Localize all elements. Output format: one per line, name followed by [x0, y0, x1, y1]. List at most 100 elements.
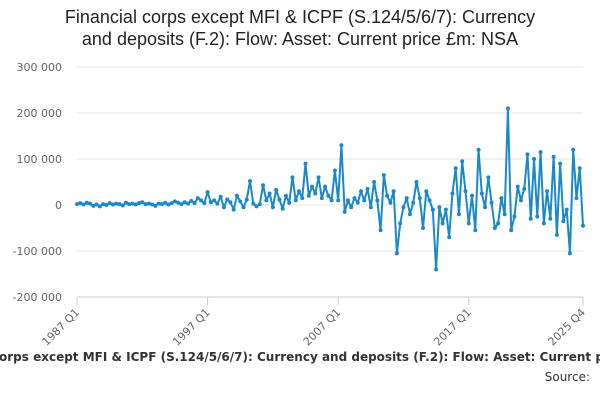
data-point: [417, 196, 422, 201]
data-point: [525, 152, 530, 157]
data-point: [571, 147, 576, 152]
data-point: [414, 180, 419, 184]
data-point: [355, 200, 360, 205]
data-point: [368, 205, 373, 210]
data-point: [349, 205, 354, 210]
data-point: [437, 205, 442, 210]
data-point: [287, 200, 292, 205]
y-tick-label: 100 000: [17, 153, 63, 166]
data-point: [453, 166, 458, 171]
data-point: [463, 189, 468, 194]
data-point: [75, 202, 79, 207]
data-point: [127, 202, 132, 207]
data-point: [293, 198, 298, 203]
data-point: [104, 203, 109, 207]
data-point: [172, 199, 177, 204]
data-point: [280, 206, 285, 211]
data-point: [381, 173, 386, 178]
data-point: [538, 150, 543, 155]
data-point: [192, 201, 197, 206]
data-point: [208, 200, 213, 205]
data-point: [137, 201, 142, 206]
data-point: [156, 201, 161, 206]
data-point: [306, 193, 311, 198]
data-point: [296, 189, 301, 194]
data-point: [375, 198, 380, 203]
data-point: [218, 194, 223, 199]
data-point: [254, 204, 259, 209]
data-point: [323, 184, 328, 189]
data-point: [388, 200, 393, 205]
data-point: [574, 196, 579, 201]
data-point: [195, 196, 200, 201]
data-point: [91, 203, 96, 208]
data-point: [512, 214, 517, 219]
data-point: [140, 200, 145, 205]
data-point: [372, 180, 377, 184]
y-tick-label: 0: [55, 199, 62, 212]
y-tick-label: -100 000: [13, 245, 62, 258]
data-point: [303, 161, 308, 166]
data-point: [541, 221, 546, 226]
source-label: Source:: [544, 370, 590, 384]
data-point: [107, 201, 112, 206]
data-point: [502, 212, 507, 217]
data-point: [492, 226, 497, 230]
data-point: [522, 186, 527, 191]
data-point: [332, 168, 337, 173]
y-tick-label: 300 000: [17, 61, 63, 74]
data-point: [398, 221, 403, 226]
data-point: [261, 183, 266, 188]
data-point: [460, 159, 465, 164]
data-point: [434, 267, 439, 272]
data-point: [551, 154, 556, 159]
data-point: [101, 202, 106, 207]
data-point: [231, 207, 236, 212]
data-point: [221, 205, 226, 210]
data-point: [176, 200, 181, 205]
data-point: [581, 223, 585, 228]
data-point: [78, 201, 83, 206]
data-point: [290, 175, 295, 180]
data-point: [528, 216, 533, 221]
data-point: [123, 200, 128, 205]
data-point: [365, 186, 370, 191]
data-point: [470, 193, 475, 198]
data-point: [479, 191, 484, 196]
data-point: [329, 198, 334, 203]
data-point: [283, 193, 288, 198]
data-point: [450, 191, 455, 196]
series-layer: [75, 106, 585, 272]
data-point: [169, 201, 174, 206]
data-point: [185, 201, 190, 206]
gridlines: [77, 66, 583, 298]
data-point: [310, 184, 315, 189]
data-point: [427, 198, 432, 203]
data-point: [483, 205, 488, 210]
data-point: [378, 228, 383, 233]
data-point: [391, 189, 396, 194]
data-point: [234, 193, 239, 198]
data-point: [313, 191, 318, 196]
x-tick-label: 2007 Q1: [301, 306, 344, 349]
data-point: [401, 205, 406, 210]
x-tick-label: 1997 Q1: [170, 306, 213, 349]
data-point: [456, 212, 461, 217]
data-point: [199, 198, 204, 203]
data-point: [316, 175, 321, 180]
data-point: [228, 200, 233, 205]
data-point: [345, 198, 350, 203]
data-point: [352, 196, 357, 201]
data-point: [554, 232, 559, 237]
data-point: [443, 207, 448, 212]
data-point: [97, 204, 102, 209]
data-point: [81, 202, 86, 207]
data-point: [277, 197, 282, 202]
data-point: [558, 161, 563, 166]
data-point: [130, 201, 135, 206]
data-point: [505, 106, 510, 111]
chart-title: Financial corps except MFI & ICPF (S.124…: [0, 6, 600, 50]
legend: Financial corps except MFI & ICPF (S.124…: [0, 350, 600, 372]
data-point: [532, 157, 537, 161]
data-point: [326, 193, 331, 198]
